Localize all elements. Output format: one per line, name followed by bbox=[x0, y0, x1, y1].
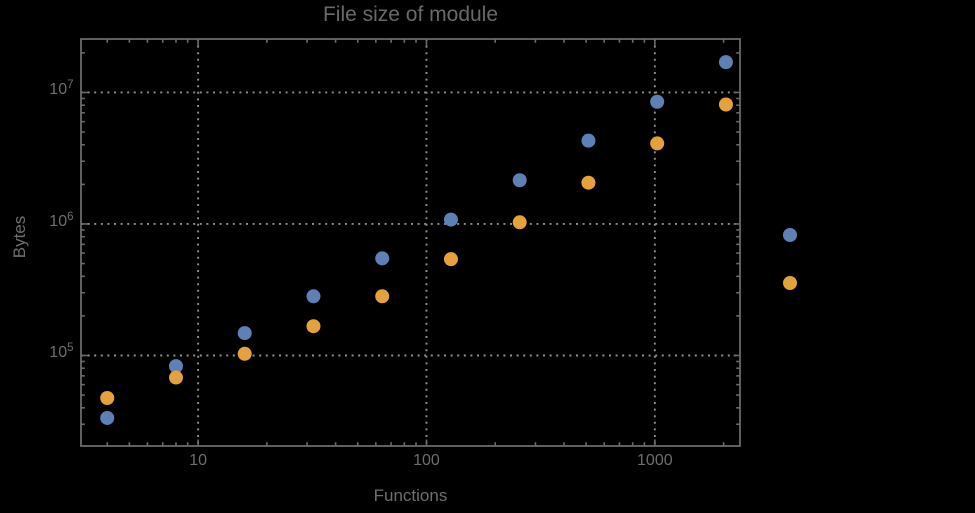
y-tick-exponent: 5 bbox=[67, 342, 74, 355]
series-2-orange-point bbox=[306, 319, 321, 334]
x-tick-label: 100 bbox=[413, 452, 440, 469]
series-2-orange-point bbox=[581, 175, 596, 190]
y-tick-label: 106 bbox=[28, 211, 74, 231]
series-1-blue-point bbox=[375, 251, 390, 266]
series-1-blue-point bbox=[306, 289, 321, 304]
series-1-blue-point bbox=[650, 94, 665, 109]
series-2-orange-point bbox=[718, 97, 733, 112]
y-tick-label: 107 bbox=[28, 79, 74, 99]
series-1-blue-point bbox=[100, 410, 115, 425]
y-tick-base: 10 bbox=[49, 344, 68, 362]
y-tick-exponent: 6 bbox=[67, 210, 74, 223]
chart-title: File size of module bbox=[322, 3, 499, 26]
series-2-orange-point bbox=[650, 136, 665, 151]
y-tick-label: 105 bbox=[28, 342, 74, 362]
series-2-orange-point bbox=[375, 289, 390, 304]
series-2-orange-point bbox=[100, 391, 115, 406]
series-1-blue-point bbox=[168, 359, 183, 374]
series-1-blue-point bbox=[443, 212, 458, 227]
x-tick-label: 10 bbox=[189, 452, 208, 469]
x-tick-label: 1000 bbox=[637, 452, 673, 469]
y-tick-exponent: 7 bbox=[67, 79, 74, 92]
series-1-blue-point bbox=[581, 133, 596, 148]
series-2-orange-point bbox=[168, 370, 183, 385]
plot-frame bbox=[80, 38, 741, 447]
series-1-blue-point bbox=[718, 55, 733, 70]
series-2-orange-point bbox=[512, 215, 527, 230]
series-1-blue-point bbox=[237, 326, 252, 341]
series-1-blue-point bbox=[512, 173, 527, 188]
legend-marker bbox=[783, 228, 797, 242]
y-tick-base: 10 bbox=[49, 81, 68, 99]
series-2-orange-point bbox=[443, 252, 458, 267]
series-2-orange-point bbox=[237, 346, 252, 361]
x-axis-label: Functions bbox=[373, 486, 448, 505]
legend-marker bbox=[783, 276, 797, 290]
y-tick-base: 10 bbox=[49, 212, 68, 230]
